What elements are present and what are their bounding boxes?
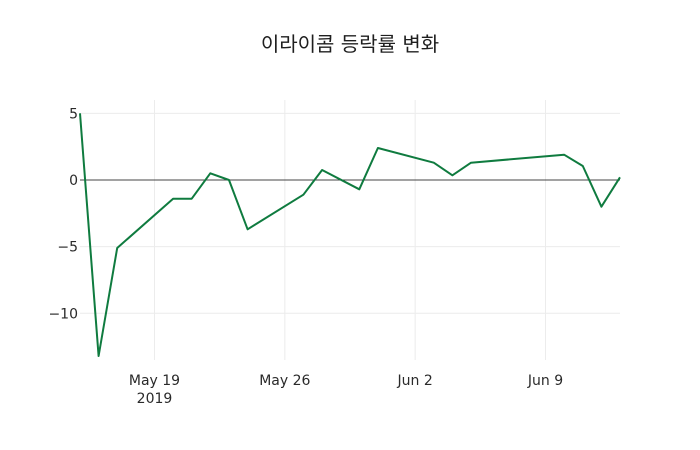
y-tick-label: 0	[69, 173, 78, 189]
gridlines	[80, 100, 620, 360]
x-tick-year-label: 2019	[137, 391, 173, 407]
x-tick-label: May 19	[129, 373, 180, 389]
series-line	[79, 113, 621, 357]
x-tick-label: Jun 2	[397, 373, 433, 389]
y-tick-label: 5	[69, 106, 78, 122]
x-tick-label: May 26	[259, 373, 310, 389]
y-tick-label: −10	[48, 306, 78, 322]
x-tick-label: Jun 9	[527, 373, 563, 389]
chart-title: 이라이콤 등락률 변화	[260, 32, 440, 56]
y-tick-label: −5	[57, 240, 78, 256]
y-axis-ticks: 5 0 −5 −10	[48, 106, 78, 322]
x-axis-ticks: May 19 2019 May 26 Jun 2 Jun 9	[129, 373, 563, 407]
